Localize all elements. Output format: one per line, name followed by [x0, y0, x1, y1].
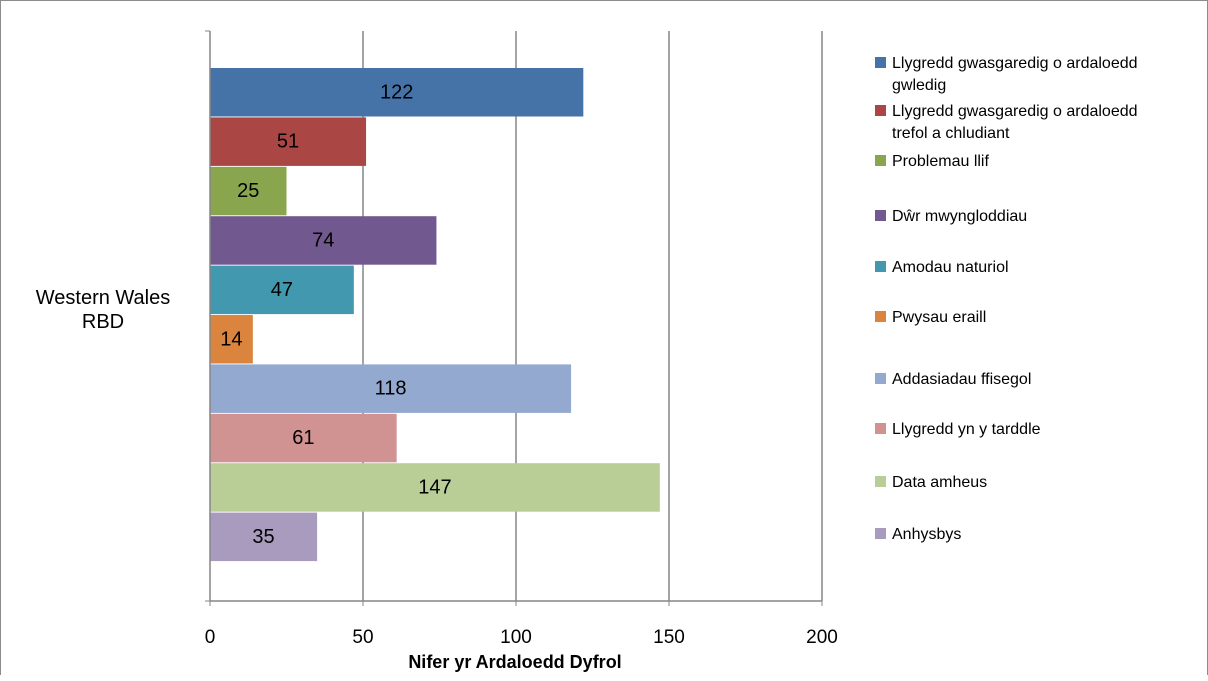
- legend-swatch: [875, 210, 886, 221]
- legend-entry: Data amheus: [892, 474, 987, 491]
- data-label: 74: [312, 229, 334, 251]
- bar: [210, 512, 318, 562]
- legend-entry: Problemau llif: [892, 153, 989, 170]
- x-axis-label: Nifer yr Ardaloedd Dyfrol: [408, 652, 621, 672]
- bar: [210, 463, 660, 512]
- x-tick-label: 150: [653, 627, 685, 648]
- legend-entry: Dŵr mwyngloddiau: [892, 208, 1027, 225]
- bar: [210, 265, 354, 315]
- legend-swatch: [875, 57, 886, 68]
- data-label: 122: [380, 81, 413, 103]
- x-tick-label: 50: [352, 627, 373, 648]
- data-label: 14: [220, 328, 242, 350]
- data-label: 51: [277, 131, 299, 153]
- legend-swatch: [875, 423, 886, 434]
- legend-entry: Anhysbys: [892, 526, 961, 543]
- bar: [210, 166, 287, 216]
- legend-swatch: [875, 476, 886, 487]
- legend-entry: Llygredd gwasgaredig o ardaloedd trefol a…: [892, 103, 1138, 142]
- data-label: 61: [292, 427, 314, 449]
- legend-entry: Addasiadau ffisegol: [892, 371, 1031, 388]
- category-label-line: RBD: [82, 311, 124, 333]
- legend-entry: Amodau naturiol: [892, 259, 1009, 276]
- x-tick-label: 200: [806, 627, 838, 648]
- legend-entry: Llygredd yn y tarddle: [892, 421, 1041, 438]
- x-tick-label: 0: [205, 627, 216, 648]
- data-label: 118: [375, 378, 407, 400]
- legend-swatch: [875, 311, 886, 322]
- legend: Llygredd gwasgaredig o ardaloedd gwledig L…: [875, 55, 1138, 543]
- category-label: Western Wales RBD: [36, 287, 170, 333]
- legend-swatch: [875, 105, 886, 116]
- bar: [210, 413, 397, 463]
- bar: [210, 68, 584, 117]
- bars: 122 51 25 74 47 14 118 61 147 35: [210, 68, 660, 562]
- legend-entry: Llygredd gwasgaredig o ardaloedd gwledig: [892, 55, 1138, 94]
- axes: [205, 30, 823, 606]
- legend-swatch: [875, 261, 886, 272]
- bar: [210, 315, 253, 364]
- data-label: 47: [271, 279, 293, 301]
- x-tick-label: 100: [500, 627, 532, 648]
- x-tick-labels: 0 50 100 150 200: [205, 627, 838, 648]
- legend-entry: Pwysau eraill: [892, 309, 986, 326]
- bar: [210, 216, 437, 265]
- legend-swatch: [875, 155, 886, 166]
- data-label: 147: [418, 476, 451, 498]
- legend-swatch: [875, 373, 886, 384]
- category-label-line: Western Wales: [36, 287, 170, 309]
- legend-swatch: [875, 528, 886, 539]
- data-label: 25: [237, 180, 259, 202]
- bar: [210, 364, 572, 413]
- data-label: 35: [252, 526, 274, 548]
- bar: [210, 117, 367, 166]
